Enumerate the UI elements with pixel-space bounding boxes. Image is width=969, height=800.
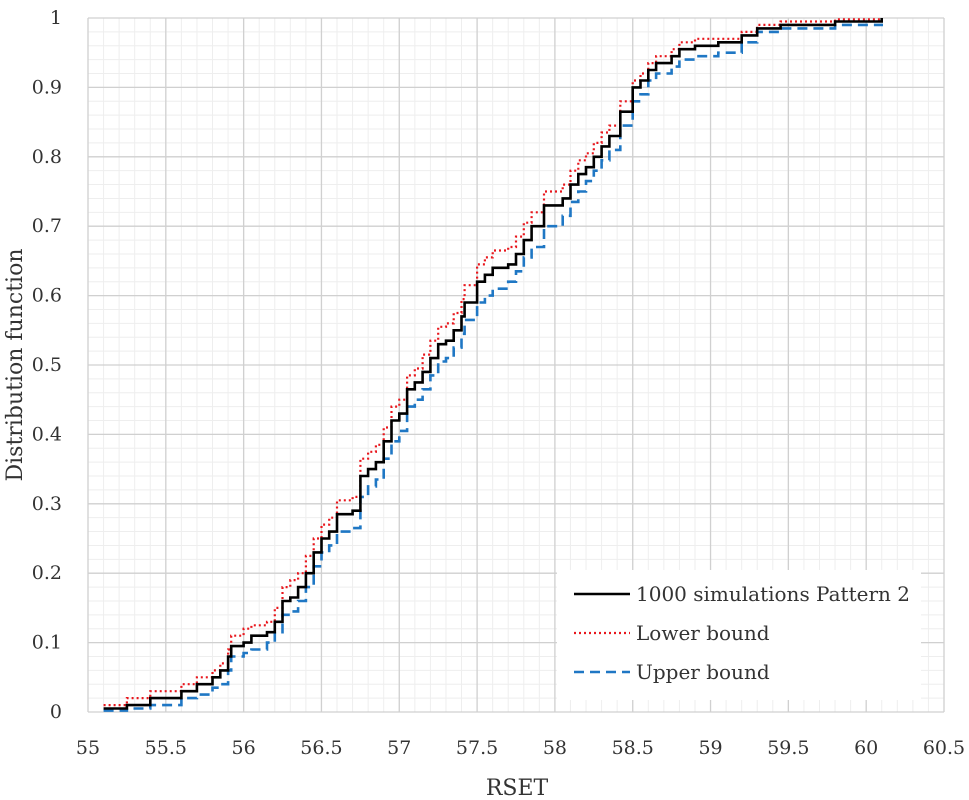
x-tick-label: 59.5 — [767, 737, 809, 759]
x-tick-label: 58.5 — [612, 737, 654, 759]
y-tick-label: 0.9 — [32, 76, 62, 98]
x-tick-label: 56.5 — [300, 737, 342, 759]
legend-label: 1000 simulations Pattern 2 — [636, 582, 910, 606]
x-tick-label: 60.5 — [923, 737, 965, 759]
series-line-dashed — [103, 23, 883, 712]
x-tick-label: 57.5 — [456, 737, 498, 759]
legend-label: Lower bound — [636, 621, 770, 645]
y-tick-label: 0.6 — [32, 285, 62, 307]
x-tick-label: 57 — [387, 737, 411, 759]
series-lines — [103, 18, 883, 712]
x-tick-label: 56 — [232, 737, 256, 759]
series-line-solid — [103, 18, 883, 710]
legend-box — [557, 570, 921, 700]
y-tick-label: 0.1 — [32, 632, 62, 654]
x-axis-title: RSET — [486, 776, 549, 800]
series-line-dotted — [103, 18, 883, 707]
y-tick-label: 1 — [50, 7, 62, 29]
x-axis-tick-labels: 55 55.5 56 56.5 57 57.5 58 58.5 59 59.5 60 60.5 — [76, 737, 965, 759]
y-tick-label: 0.4 — [32, 423, 62, 445]
y-axis-tick-labels: 0 0.1 0.2 0.3 0.4 0.5 0.6 0.7 0.8 0.9 1 — [32, 7, 62, 723]
y-tick-label: 0 — [50, 701, 62, 723]
y-axis-title: Distribution function — [3, 249, 28, 482]
x-tick-label: 58 — [543, 737, 567, 759]
y-tick-label: 0.7 — [32, 215, 62, 237]
x-tick-label: 55.5 — [145, 737, 187, 759]
legend-label: Upper bound — [636, 660, 770, 684]
major-gridlines — [87, 17, 945, 713]
y-tick-label: 0.5 — [32, 354, 62, 376]
x-tick-label: 60 — [854, 737, 878, 759]
legend: 1000 simulations Pattern 2 Lower bound Upp… — [557, 570, 921, 700]
x-tick-label: 55 — [76, 737, 100, 759]
y-tick-label: 0.8 — [32, 146, 62, 168]
x-tick-label: 59 — [698, 737, 722, 759]
y-tick-label: 0.3 — [32, 493, 62, 515]
y-tick-label: 0.2 — [32, 562, 62, 584]
